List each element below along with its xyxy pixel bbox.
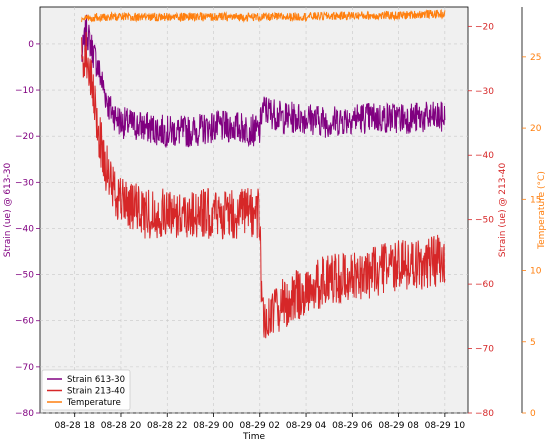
- temperature-tick-label: 15: [530, 195, 541, 205]
- legend-label: Temperature: [66, 398, 121, 408]
- left-y-tick-label: −20: [15, 132, 34, 142]
- x-tick-label: 08-29 04: [286, 421, 327, 431]
- series-layer: [81, 9, 446, 339]
- temperature-tick-label: 25: [530, 53, 541, 63]
- temperature-tick-label: 10: [530, 267, 542, 277]
- left-y-tick-label: −70: [15, 363, 34, 373]
- legend-label: Strain 613-30: [67, 375, 125, 385]
- temperature-tick-label: 20: [530, 124, 542, 134]
- x-tick-label: 08-28 18: [54, 421, 95, 431]
- right-y-tick-label: −40: [475, 151, 494, 161]
- x-axis-label: Time: [242, 432, 265, 442]
- grid: [40, 7, 468, 414]
- right-y-tick-label: −80: [475, 409, 494, 419]
- temperature-tick-label: 5: [530, 338, 536, 348]
- legend-box: [41, 369, 131, 411]
- x-tick-label: 08-29 02: [240, 421, 280, 431]
- left-y-tick-label: −10: [15, 86, 34, 96]
- right-y-tick-label: −20: [475, 22, 494, 32]
- temperature-axis-label: Temperature (°C): [537, 171, 547, 250]
- left-y-tick-label: 0: [28, 40, 34, 50]
- series-line: [81, 32, 446, 339]
- series-line: [81, 9, 446, 23]
- right-y-tick-label: −30: [475, 87, 494, 97]
- right-y-tick-label: −60: [475, 280, 494, 290]
- left-y-tick-label: −80: [15, 409, 34, 419]
- x-tick-label: 08-29 00: [193, 421, 234, 431]
- right-y-axis-label: Strain (ue) @ 213-40: [498, 163, 508, 258]
- temperature-tick-label: 0: [530, 409, 536, 419]
- left-y-tick-label: −40: [15, 224, 34, 234]
- left-y-axis-label: Strain (ue) @ 613-30: [3, 163, 13, 258]
- series-line: [81, 14, 446, 148]
- right-y-tick-label: −70: [475, 345, 494, 355]
- x-tick-label: 08-28 22: [147, 421, 187, 431]
- left-y-tick-label: −50: [15, 271, 34, 281]
- x-tick-label: 08-28 20: [101, 421, 142, 431]
- axes-layer: 08-28 18 08-28 20 08-28 22 08-29 00 08-29 02…: [3, 7, 547, 442]
- x-tick-label: 08-29 08: [378, 421, 419, 431]
- right-y-tick-label: −50: [475, 216, 494, 226]
- x-tick-label: 08-29 10: [425, 421, 466, 431]
- left-y-tick-label: −30: [15, 178, 34, 188]
- x-tick-label: 08-29 06: [332, 421, 373, 431]
- left-y-tick-label: −60: [15, 317, 34, 327]
- legend-label: Strain 213-40: [67, 387, 125, 397]
